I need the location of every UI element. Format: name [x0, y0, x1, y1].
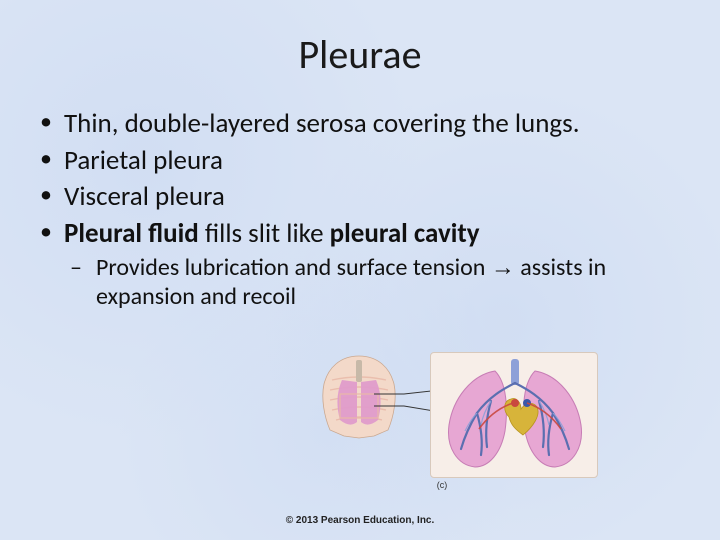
bullet-bold: pleural cavity	[330, 217, 480, 250]
bullet-item: Visceral pleura	[64, 180, 682, 215]
anatomy-figure: (c)	[310, 340, 600, 490]
bullet-text: fills slit like	[199, 217, 330, 250]
sub-bullet-item: Provides lubrication and surface tension…	[96, 253, 682, 312]
slide: Pleurae Thin, double-layered serosa cove…	[0, 0, 720, 540]
slide-title: Pleurae	[38, 30, 682, 79]
figure-panel-label: (c)	[422, 480, 462, 490]
bullet-item: Thin, double-layered serosa covering the…	[64, 107, 682, 142]
lungs-detail-icon	[430, 352, 598, 478]
copyright-text: © 2013 Pearson Education, Inc.	[0, 515, 720, 526]
sub-bullet-list: Provides lubrication and surface tension…	[64, 253, 682, 312]
arrow-icon: →	[491, 254, 515, 281]
sub-text: Provides lubrication and surface tension	[96, 253, 491, 282]
bullet-list: Thin, double-layered serosa covering the…	[38, 107, 682, 312]
bullet-item: Parietal pleura	[64, 144, 682, 179]
bullet-item: Pleural fluid fills slit like pleural ca…	[64, 217, 682, 312]
bullet-bold: Pleural fluid	[64, 217, 199, 250]
